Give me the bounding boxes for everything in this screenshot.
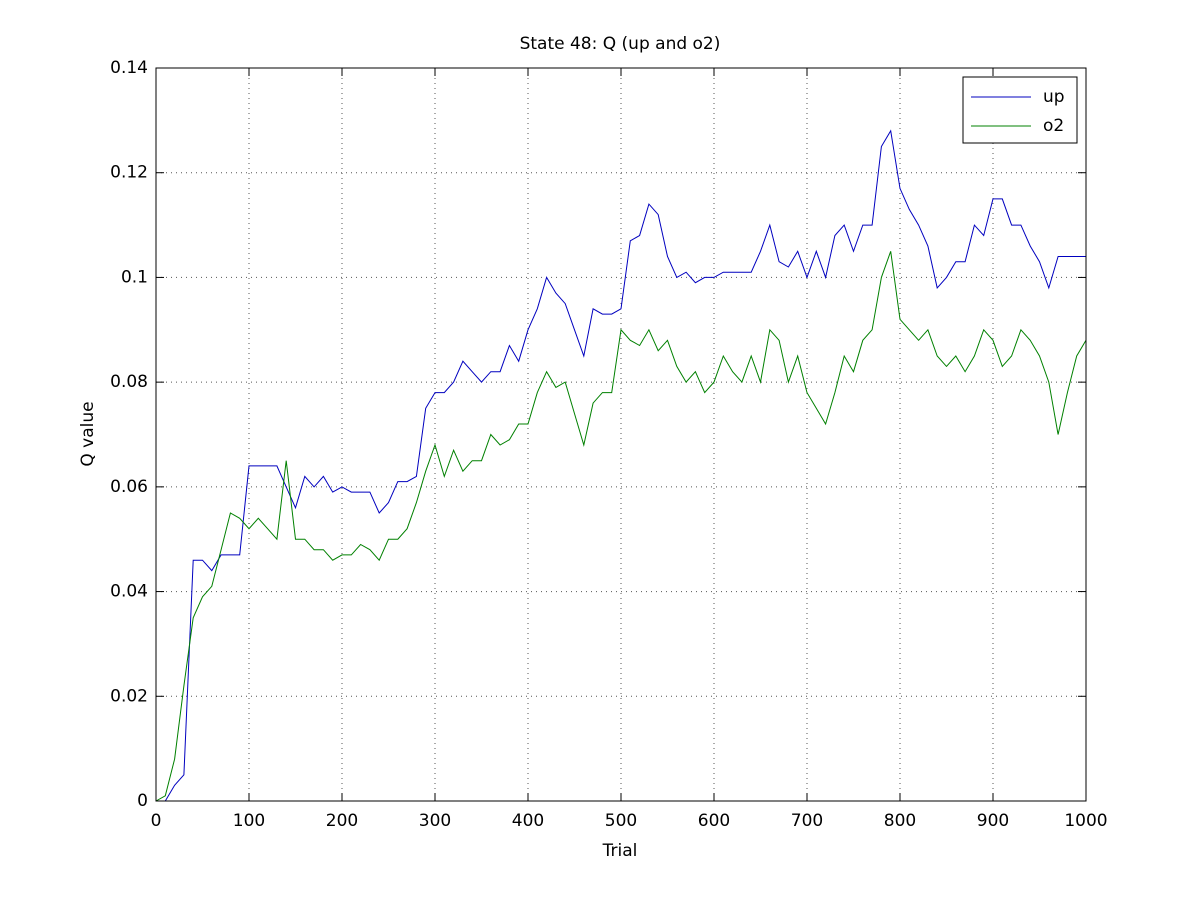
x-tick-label: 200 (326, 811, 358, 831)
y-tick-label: 0.04 (110, 582, 148, 602)
legend-label: o2 (1043, 116, 1064, 136)
x-tick-label: 1000 (1064, 811, 1107, 831)
x-tick-label: 800 (884, 811, 916, 831)
x-tick-label: 100 (233, 811, 265, 831)
y-tick-label: 0.14 (110, 58, 148, 78)
plot-area (156, 68, 1086, 801)
series-line (155, 251, 1087, 802)
y-tick-label: 0.02 (110, 686, 148, 706)
x-tick-label: 700 (791, 811, 823, 831)
y-axis-label: Q value (78, 401, 98, 466)
y-tick-label: 0.06 (110, 477, 148, 497)
y-tick-label: 0 (137, 791, 148, 811)
x-tick-label: 300 (419, 811, 451, 831)
y-tick-label: 0.12 (110, 163, 148, 183)
legend-label: up (1043, 87, 1065, 107)
chart-title: State 48: Q (up and o2) (520, 34, 721, 54)
x-tick-label: 400 (512, 811, 544, 831)
series-line (156, 129, 1086, 802)
x-axis-label: Trial (602, 841, 638, 861)
legend-box (962, 76, 1078, 144)
y-tick-label: 0.08 (110, 372, 148, 392)
x-tick-label: 600 (698, 811, 730, 831)
x-tick-label: 0 (151, 811, 162, 831)
x-tick-label: 500 (605, 811, 637, 831)
x-tick-label: 900 (977, 811, 1009, 831)
plot-frame (155, 67, 1087, 802)
y-tick-label: 0.1 (121, 267, 148, 287)
